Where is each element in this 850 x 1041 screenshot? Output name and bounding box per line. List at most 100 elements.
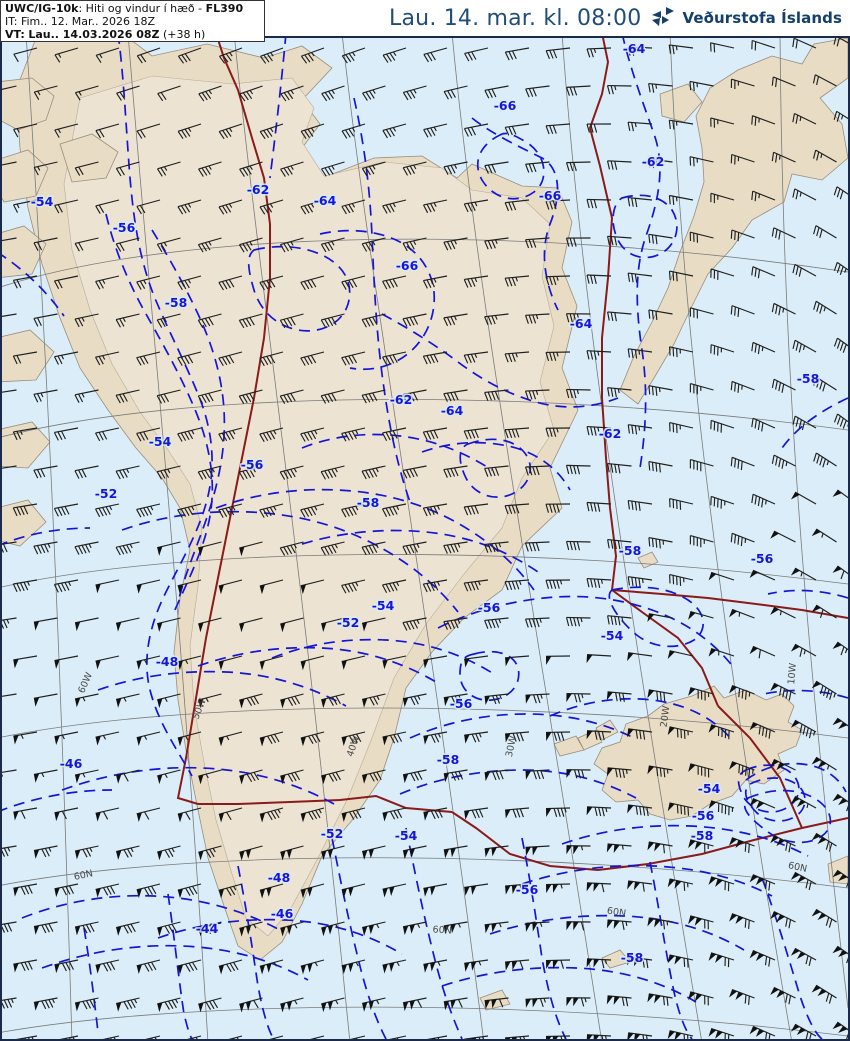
wind-barb [505, 655, 530, 667]
wind-barb [321, 617, 345, 632]
isotherm-label: -56 [516, 882, 539, 897]
isotherm-label: -56 [450, 696, 473, 711]
wind-barb [116, 769, 140, 784]
isotherm-label: -54 [31, 194, 54, 209]
wind-barb [545, 731, 571, 741]
wind-barb [300, 47, 325, 64]
wind-barb [463, 427, 489, 440]
wind-barb [2, 85, 17, 93]
isotherm-label: -52 [337, 615, 360, 630]
wind-barb [2, 237, 17, 243]
wind-barb [443, 997, 468, 1011]
wind-barb [33, 465, 58, 479]
isotherm-label: -58 [357, 495, 380, 510]
valid-time-value: Lau.. 14.03.2026 08Z [28, 27, 160, 41]
wind-barb [710, 268, 735, 280]
wind-barb [833, 337, 848, 353]
wind-barb [586, 806, 612, 817]
wind-barb [33, 85, 58, 101]
isotherm-label: -54 [395, 828, 418, 843]
wind-barb [749, 721, 776, 739]
wind-barb [463, 275, 489, 288]
isotherm-label: -58 [797, 371, 820, 386]
baffin-fragment-1 [2, 329, 55, 383]
wind-barb [218, 959, 243, 975]
wind-barb [382, 1035, 407, 1039]
wind-barb [708, 724, 735, 740]
wind-barb [238, 313, 263, 329]
wind-barb [320, 237, 345, 253]
wind-barb [95, 503, 120, 518]
wind-barb [381, 503, 407, 517]
wind-barb [157, 921, 181, 937]
issue-time-line: IT: Fim.. 12. Mar.. 2026 18Z [5, 15, 260, 29]
wind-barb [402, 465, 427, 479]
wind-barb [524, 617, 550, 628]
wind-barb [771, 302, 796, 316]
wind-barb [832, 1021, 848, 1039]
isotherm-label: -64 [314, 193, 337, 208]
wind-barb [12, 503, 38, 517]
wind-barb [341, 655, 366, 670]
isotherm-label: -46 [271, 906, 294, 921]
wind-barb [545, 1035, 571, 1039]
isotherm-label: -54 [601, 628, 624, 643]
wind-barb [198, 845, 222, 861]
wind-barb [751, 417, 776, 432]
wind-barb [382, 123, 407, 139]
wind-barb [157, 541, 181, 556]
wind-barb [136, 655, 161, 670]
wind-barb [627, 272, 653, 283]
wind-barb [464, 731, 489, 744]
wind-barb [566, 692, 591, 703]
wind-barb [381, 579, 407, 594]
wind-barb [525, 237, 550, 249]
wind-barb [402, 693, 427, 708]
wind-barb [607, 463, 632, 474]
wind-barb [792, 188, 817, 201]
isotherm-label: -58 [165, 295, 188, 310]
isotherm-label: -66 [494, 98, 517, 113]
isotherm-label: -58 [621, 950, 644, 965]
isotherm-label: -66 [396, 258, 419, 273]
wind-barb [790, 643, 817, 657]
wind-barb [423, 655, 448, 669]
map-viewport[interactable]: -62-62-64-64-66-66-62-62-54-54-62-62-64-… [0, 36, 850, 1041]
wind-barb [74, 85, 99, 101]
wind-barb [443, 237, 468, 251]
graticule-label: 60N [787, 860, 808, 875]
wind-barb [300, 1035, 325, 1039]
wind-barb [33, 161, 58, 176]
wind-barb [607, 615, 632, 626]
isotherm-label: -64 [441, 403, 464, 418]
wind-barb [54, 199, 79, 214]
wind-barb [33, 313, 58, 327]
wind-barb [218, 579, 243, 595]
wind-barb [381, 427, 407, 441]
isotherm-label: -54 [698, 781, 721, 796]
wind-barb [423, 959, 448, 973]
wind-barb [115, 693, 140, 708]
wind-barb [422, 351, 448, 365]
wind-barb [136, 275, 161, 290]
wind-barb [689, 383, 714, 395]
wind-barb [749, 645, 776, 659]
wind-barb [565, 85, 591, 96]
wind-barb [422, 579, 448, 593]
isotherm-label: -58 [797, 371, 820, 386]
wind-barb [443, 465, 468, 478]
wind-barb [341, 579, 366, 594]
wind-barb [648, 309, 673, 320]
graticule-label: 60N [606, 906, 627, 920]
wind-barb [565, 237, 591, 247]
wind-barb [300, 275, 325, 291]
isotherm-label: -62 [390, 392, 413, 407]
wind-barb [239, 845, 263, 861]
wind-barb [13, 959, 38, 973]
wind-barb [156, 465, 181, 480]
wind-barb [464, 47, 489, 62]
wind-barb [524, 389, 550, 400]
wind-barb [688, 915, 714, 930]
wind-barb [13, 47, 38, 63]
wind-barb [708, 876, 735, 892]
